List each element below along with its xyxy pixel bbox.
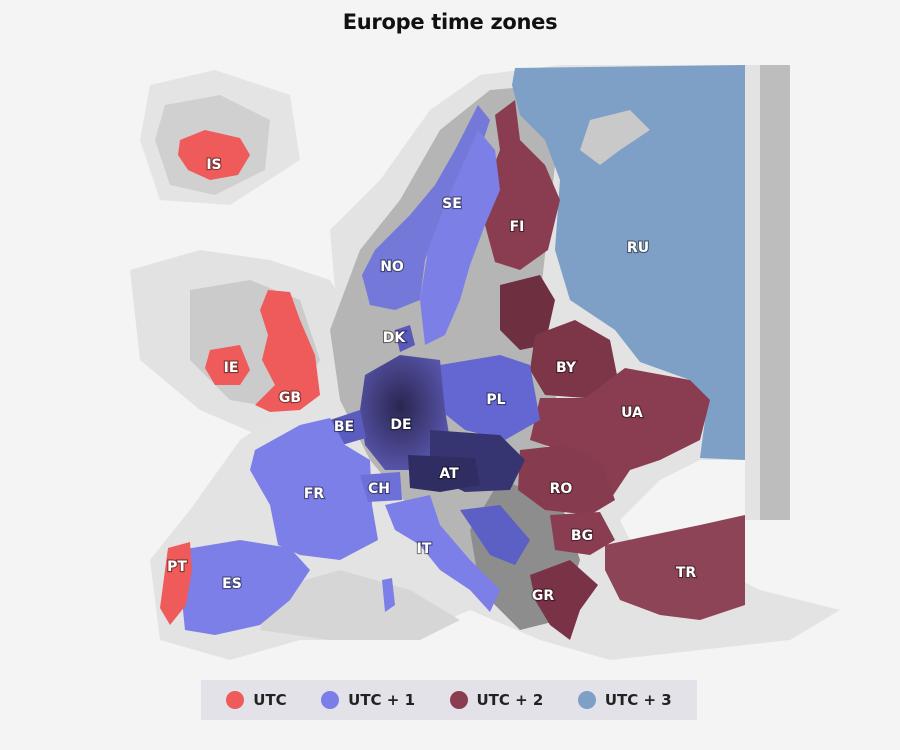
label-se: SE [442, 196, 462, 212]
label-be: BE [334, 419, 354, 435]
label-ch: CH [368, 481, 390, 497]
region-tr [605, 515, 745, 620]
legend-label-utc-plus-2: UTC + 2 [476, 691, 544, 709]
legend-swatch-utc-plus-1 [321, 691, 340, 709]
label-bg: BG [571, 528, 593, 544]
region-sardinia [382, 578, 395, 612]
region-ro [518, 445, 615, 515]
white-sea [580, 110, 650, 165]
region-it [385, 495, 500, 612]
legend-item-utc-plus-3: UTC + 3 [577, 691, 672, 709]
legend-item-utc: UTC [226, 691, 287, 709]
map-title: Europe time zones [342, 10, 558, 34]
label-es: ES [222, 576, 242, 592]
legend: UTC UTC + 1 UTC + 2 UTC + 3 [201, 680, 697, 720]
label-gr: GR [532, 588, 554, 604]
region-ru [512, 65, 745, 460]
label-no: NO [380, 259, 404, 275]
region-gr [530, 560, 598, 640]
label-by: BY [556, 360, 577, 376]
legend-label-utc-plus-1: UTC + 1 [348, 691, 416, 709]
region-gb [255, 290, 320, 412]
legend-label-utc: UTC [253, 691, 287, 709]
region-no [362, 105, 490, 310]
region-fi [485, 100, 560, 270]
label-ie: IE [224, 360, 239, 376]
region-bg [550, 512, 615, 555]
label-gb: GB [279, 390, 301, 406]
legend-swatch-utc-plus-2 [449, 691, 468, 709]
label-ru: RU [627, 240, 649, 256]
region-es [180, 540, 310, 635]
region-at [408, 455, 480, 492]
label-fi: FI [510, 219, 525, 235]
region-de [360, 355, 450, 470]
label-is: IS [206, 157, 221, 173]
label-de: DE [390, 417, 411, 433]
label-at: AT [439, 466, 459, 482]
legend-item-utc-plus-2: UTC + 2 [449, 691, 544, 709]
region-balkans-west [460, 505, 530, 565]
label-pt: PT [167, 559, 187, 575]
region-is [178, 130, 250, 180]
region-ch [360, 472, 402, 502]
label-tr: TR [676, 565, 697, 581]
region-baltics [500, 275, 555, 350]
region-se [420, 130, 500, 345]
legend-swatch-utc [226, 691, 245, 709]
region-dk [395, 325, 415, 352]
region-pl [440, 355, 540, 440]
region-ie [205, 345, 250, 385]
legend-item-utc-plus-1: UTC + 1 [321, 691, 415, 709]
label-pl: PL [486, 392, 505, 408]
legend-swatch-utc-plus-3 [577, 691, 596, 709]
label-ro: RO [550, 481, 573, 497]
region-fr [250, 418, 378, 560]
legend-label-utc-plus-3: UTC + 3 [604, 691, 672, 709]
label-ua: UA [621, 405, 643, 421]
label-fr: FR [304, 486, 325, 502]
region-ua [530, 368, 710, 500]
label-dk: DK [383, 330, 407, 346]
region-by [530, 320, 618, 398]
label-it: IT [417, 541, 432, 557]
region-pt [160, 542, 192, 625]
country-labels: IS IE GB PT NO SE DK DE PL BE FR CH AT I… [166, 156, 697, 605]
